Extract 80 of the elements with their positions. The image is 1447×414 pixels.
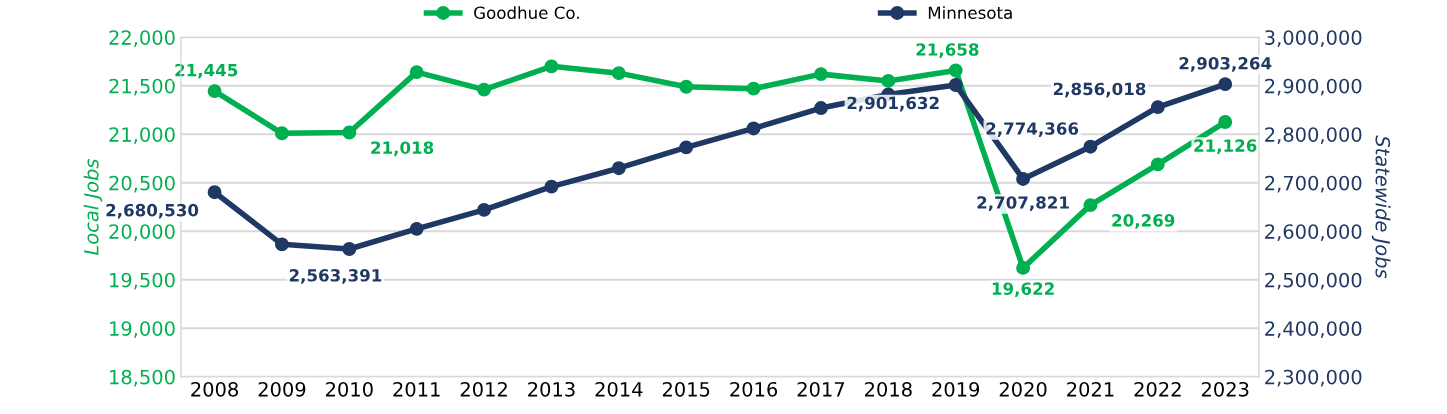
x-tick-label: 2011 — [393, 381, 440, 397]
y-tick-label: 21,500 — [109, 78, 175, 96]
y2-axis-title: Statewide Jobs — [1371, 135, 1391, 279]
x-tick-label: 2010 — [326, 381, 373, 397]
legend-label: Goodhue Co. — [474, 6, 579, 20]
point — [1083, 139, 1098, 154]
data-label: 2,856,018 — [1053, 82, 1146, 98]
x-tick-label: 2023 — [1201, 381, 1249, 397]
point — [477, 82, 492, 97]
point — [679, 140, 694, 155]
y2-tick-label: 2,700,000 — [1265, 175, 1362, 193]
x-tick-label: 2022 — [1134, 381, 1181, 397]
point — [1016, 260, 1031, 275]
data-label: 21,126 — [1194, 139, 1257, 154]
data-label: 2,901,632 — [847, 96, 939, 112]
point — [948, 63, 963, 78]
x-tick-label: 2009 — [258, 381, 306, 397]
y-tick-label: 22,000 — [109, 30, 175, 47]
x-tick-label: 2021 — [1067, 381, 1114, 397]
y2-tick-label: 2,600,000 — [1265, 224, 1362, 241]
point — [1016, 172, 1031, 186]
point — [274, 126, 289, 141]
y-tick-label: 21,000 — [109, 127, 175, 144]
point — [477, 202, 492, 217]
x-tick-label: 2018 — [865, 381, 912, 397]
y2-tick-label: 3,000,000 — [1265, 30, 1362, 47]
x-tick-label: 2020 — [999, 381, 1047, 397]
point — [881, 73, 896, 88]
data-label: 21,018 — [371, 141, 434, 157]
point — [679, 79, 694, 94]
point — [409, 65, 424, 80]
point — [1150, 100, 1165, 115]
point — [1150, 157, 1165, 172]
data-label: 2,774,366 — [986, 122, 1079, 137]
y-tick-label: 19,000 — [110, 321, 175, 338]
point — [746, 121, 761, 136]
point — [544, 59, 559, 74]
point — [948, 78, 963, 92]
y2-tick-label: 2,500,000 — [1265, 272, 1362, 290]
y2-tick-label: 2,800,000 — [1265, 127, 1362, 144]
x-tick-label: 2013 — [528, 381, 575, 397]
x-tick-label: 2019 — [932, 381, 980, 397]
y-axis-title: Local Jobs — [83, 158, 103, 255]
y2-tick-label: 2,300,000 — [1265, 369, 1362, 387]
point — [274, 237, 289, 252]
y-tick-label: 20,500 — [109, 175, 175, 193]
point — [207, 84, 222, 99]
point — [544, 179, 559, 194]
x-tick-label: 2016 — [730, 381, 778, 397]
x-tick-label: 2015 — [662, 381, 710, 397]
x-tick-label: 2017 — [797, 381, 845, 397]
y2-tick-label: 2,900,000 — [1265, 78, 1362, 96]
data-label: 2,680,530 — [106, 203, 199, 219]
data-label: 21,658 — [916, 43, 979, 58]
y-tick-label: 20,000 — [109, 224, 175, 241]
point — [342, 242, 357, 256]
y2-tick-label: 2,400,000 — [1265, 321, 1362, 338]
data-label: 19,622 — [992, 282, 1054, 298]
data-label: 20,269 — [1112, 214, 1175, 229]
point — [1083, 198, 1098, 213]
point — [814, 101, 828, 116]
point — [409, 221, 424, 236]
data-label: 2,707,821 — [977, 196, 1069, 211]
data-label: 2,903,264 — [1179, 56, 1272, 72]
y-tick-label: 18,500 — [110, 369, 175, 387]
x-tick-label: 2012 — [460, 381, 507, 397]
point — [746, 81, 761, 96]
legend-label: Minnesota — [928, 6, 1012, 20]
point — [611, 66, 626, 81]
point — [1218, 77, 1233, 92]
data-label: 2,563,391 — [289, 269, 382, 284]
x-tick-label: 2014 — [595, 381, 643, 397]
point — [1218, 115, 1233, 129]
point — [814, 67, 828, 82]
point — [207, 185, 222, 200]
y-tick-label: 19,500 — [110, 272, 175, 290]
point — [611, 161, 626, 176]
data-label: 21,445 — [175, 63, 238, 79]
point — [342, 125, 357, 140]
x-tick-label: 2008 — [191, 381, 238, 397]
